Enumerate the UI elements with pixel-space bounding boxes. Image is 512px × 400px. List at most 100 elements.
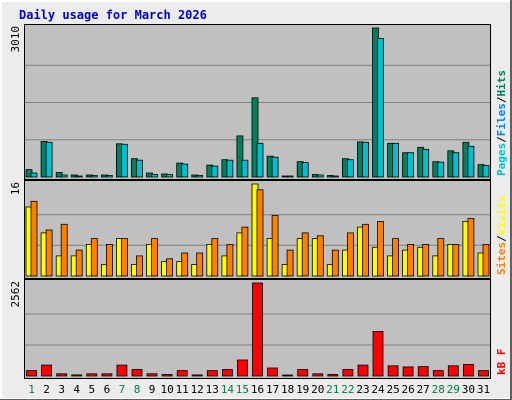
bar-kb-f-day-17 [267, 367, 279, 377]
bar-sites-day-10 [166, 258, 174, 277]
bar-pages-day-6 [106, 175, 113, 178]
day-label-10: 10 [160, 383, 173, 396]
bar-kb-f-day-2 [41, 364, 52, 377]
bar-sites-day-18 [286, 249, 294, 277]
bar-sites-day-30 [467, 218, 475, 277]
bar-sites-day-20 [316, 235, 324, 277]
bar-kb-f-day-14 [221, 369, 233, 377]
bar-kb-f-day-31 [478, 370, 489, 377]
bar-kb-f-day-15 [236, 359, 248, 377]
bar-sites-day-11 [181, 252, 189, 277]
bar-kb-f-day-6 [101, 373, 113, 377]
bar-kb-f-day-16 [252, 282, 263, 377]
bar-kb-f-day-27 [417, 366, 429, 377]
bar-kb-f-day-21 [327, 374, 339, 377]
bar-kb-f-day-23 [357, 364, 369, 377]
bar-kb-f-day-24 [372, 330, 384, 377]
day-label-2: 2 [43, 383, 50, 396]
bar-pages-day-4 [75, 175, 83, 178]
legend: Pages/Files/Hits [495, 70, 508, 176]
bar-kb-f-day-9 [146, 373, 158, 377]
bar-sites-day-5 [90, 238, 98, 277]
bar-sites-day-6 [106, 243, 113, 277]
legend-entry: Sites [495, 242, 508, 275]
bar-kb-f-day-12 [191, 374, 203, 377]
bar-kb-f-day-11 [176, 370, 188, 377]
bar-sites-day-14 [226, 243, 234, 277]
day-label-27: 27 [417, 383, 430, 396]
bar-sites-day-23 [362, 223, 369, 277]
bar-pages-day-26 [407, 152, 415, 178]
bar-pages-day-12 [196, 175, 204, 178]
bar-pages-day-22 [346, 159, 354, 178]
bar-pages-day-27 [422, 148, 430, 178]
bar-pages-day-25 [392, 142, 400, 178]
bar-pages-day-10 [166, 174, 174, 178]
bar-kb-f-day-7 [116, 364, 128, 377]
bar-pages-day-11 [181, 163, 189, 178]
bar-pages-day-19 [301, 162, 309, 178]
chart-panels: 3010Pages/Files/Hits16Sites/Visits2562kB… [9, 24, 508, 379]
bar-pages-day-14 [226, 159, 234, 178]
bar-pages-day-1 [30, 172, 38, 178]
day-label-8: 8 [134, 383, 141, 396]
bar-kb-f-day-30 [462, 363, 474, 377]
plot-border [24, 24, 491, 180]
day-label-4: 4 [73, 383, 80, 396]
bar-kb-f-day-25 [387, 365, 399, 377]
bar-pages-day-29 [452, 152, 460, 178]
day-label-29: 29 [447, 383, 460, 396]
day-label-20: 20 [311, 383, 324, 396]
bar-hits-day-16 [251, 97, 259, 178]
bar-sites-day-15 [241, 226, 249, 277]
bar-pages-day-9 [151, 174, 158, 178]
day-label-1: 1 [28, 383, 35, 396]
bar-kb-f-day-22 [342, 369, 354, 377]
day-label-26: 26 [401, 383, 414, 396]
legend-entry: kB F [495, 349, 508, 376]
bar-pages-day-16 [256, 142, 264, 178]
bar-pages-day-31 [482, 165, 490, 178]
bar-pages-day-28 [437, 161, 445, 178]
legend-entry: Visits [495, 196, 508, 236]
series-kb-f [26, 282, 489, 377]
y-max-label: 16 [9, 182, 22, 195]
day-label-21: 21 [326, 383, 339, 396]
legend-entry: Pages [495, 143, 508, 176]
day-label-19: 19 [296, 383, 309, 396]
day-label-18: 18 [281, 383, 294, 396]
day-label-12: 12 [191, 383, 204, 396]
panel-visits-sites: 16 Sites/Visits [9, 180, 508, 279]
day-label-28: 28 [432, 383, 445, 396]
day-label-11: 11 [176, 383, 189, 396]
day-label-17: 17 [266, 383, 279, 396]
bar-hits-day-15 [236, 135, 244, 178]
day-label-22: 22 [341, 383, 354, 396]
bar-sites-day-16 [256, 189, 264, 277]
bar-pages-day-17 [271, 156, 279, 178]
bar-pages-day-20 [316, 174, 324, 178]
day-label-7: 7 [119, 383, 126, 396]
bar-pages-day-15 [241, 159, 249, 178]
bar-sites-day-25 [392, 238, 400, 277]
bar-sites-day-21 [331, 249, 339, 277]
legend-entry: Hits [495, 70, 508, 97]
bar-pages-day-21 [331, 175, 339, 178]
day-label-24: 24 [371, 383, 385, 396]
bar-pages-day-5 [90, 175, 98, 178]
bar-kb-f-day-20 [312, 373, 324, 377]
bar-kb-f-day-8 [131, 369, 143, 377]
bar-kb-f-day-10 [161, 374, 173, 377]
y-max-label: 3010 [9, 26, 22, 53]
bar-sites-day-26 [407, 243, 415, 277]
day-label-3: 3 [58, 383, 65, 396]
bar-pages-day-24 [377, 38, 384, 178]
day-label-5: 5 [88, 383, 95, 396]
day-label-14: 14 [221, 383, 235, 396]
day-label-16: 16 [251, 383, 264, 396]
bar-pages-day-30 [467, 145, 475, 178]
day-label-6: 6 [104, 383, 111, 396]
bar-pages-day-23 [362, 141, 369, 178]
